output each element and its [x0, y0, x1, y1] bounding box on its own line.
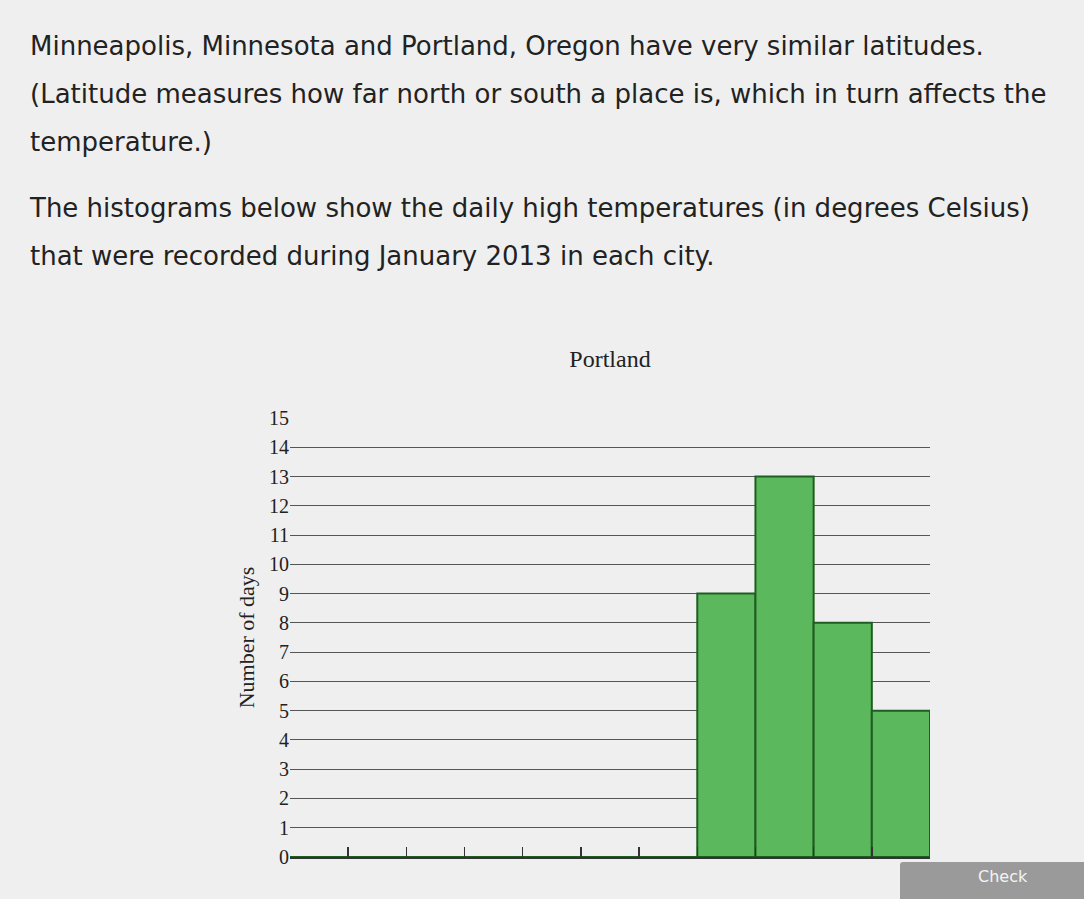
svg-text:11: 11: [270, 524, 289, 546]
svg-text:2: 2: [279, 787, 289, 809]
svg-text:9: 9: [279, 583, 289, 605]
svg-text:12: 12: [269, 495, 289, 517]
html-text:Minneapolis, Minnesota and Por: Minneapolis, Minnesota and Portland, Ore…: [30, 31, 1047, 157]
svg-text:0: 0: [279, 846, 289, 868]
svg-text:14: 14: [269, 436, 289, 458]
svg-text:15: 15: [269, 407, 289, 429]
svg-text:4: 4: [279, 729, 289, 751]
svg-text:10: 10: [269, 553, 289, 575]
svg-text:3: 3: [279, 758, 289, 780]
svg-text:7: 7: [279, 641, 289, 663]
svg-text:Portland: Portland: [569, 346, 650, 372]
svg-text:6: 6: [279, 670, 289, 692]
svg-text:Number of days: Number of days: [234, 567, 259, 709]
svg-text:13: 13: [269, 466, 289, 488]
svg-text:5: 5: [279, 700, 289, 722]
html-text:Check: Check: [978, 867, 1028, 886]
html-text:The histograms below show the: The histograms below show the daily high…: [30, 193, 1030, 271]
svg-text:1: 1: [279, 817, 289, 839]
svg-text:8: 8: [279, 612, 289, 634]
